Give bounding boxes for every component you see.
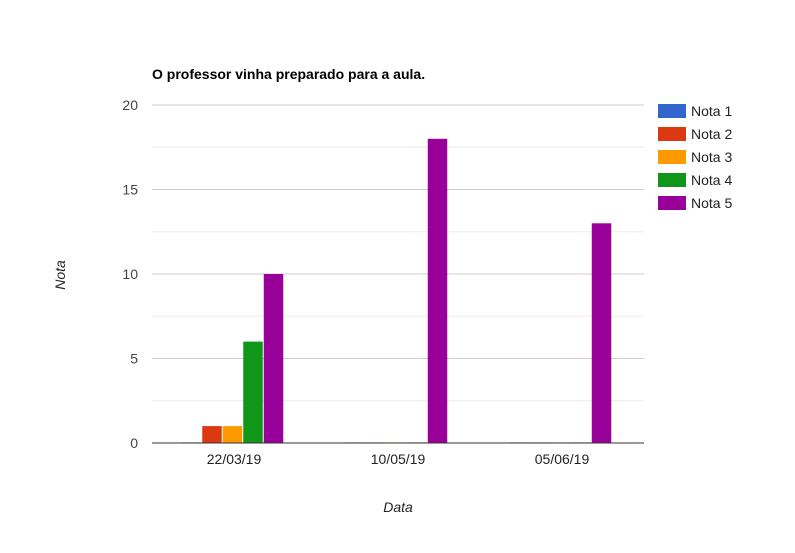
y-tick-label: 15 [122,182,138,198]
legend-label: Nota 5 [691,195,732,211]
legend-label: Nota 4 [691,172,732,188]
legend-label: Nota 1 [691,103,732,119]
bar-nota-4 [243,341,263,443]
legend-swatch [658,127,686,141]
chart-title: O professor vinha preparado para a aula. [152,66,425,82]
y-axis-label: Nota [52,260,68,290]
x-tick-label: 22/03/19 [207,451,262,467]
y-axis-ticks: 0 5 10 15 20 [122,97,138,451]
y-tick-label: 0 [130,435,138,451]
legend-swatch [658,196,686,210]
x-tick-label: 10/05/19 [371,451,426,467]
gridlines [152,104,644,402]
x-axis-label: Data [383,499,413,515]
y-tick-label: 20 [122,97,138,113]
legend-label: Nota 2 [691,126,732,142]
bar-nota-2 [202,426,222,443]
y-tick-label: 5 [130,351,138,367]
x-axis-ticks: 22/03/19 10/05/19 05/06/19 [207,451,590,467]
legend-swatch [658,104,686,118]
x-tick-label: 05/06/19 [535,451,590,467]
legend-label: Nota 3 [691,149,732,165]
bar-nota-5 [591,223,612,443]
y-tick-label: 10 [122,266,138,282]
bar-nota-3 [222,426,243,443]
bar-nota-5 [427,138,448,444]
legend-swatch [658,173,686,187]
legend: Nota 1 Nota 2 Nota 3 Nota 4 Nota 5 [658,103,732,211]
legend-swatch [658,150,686,164]
bar-nota-5 [263,274,284,443]
bars [181,138,612,444]
